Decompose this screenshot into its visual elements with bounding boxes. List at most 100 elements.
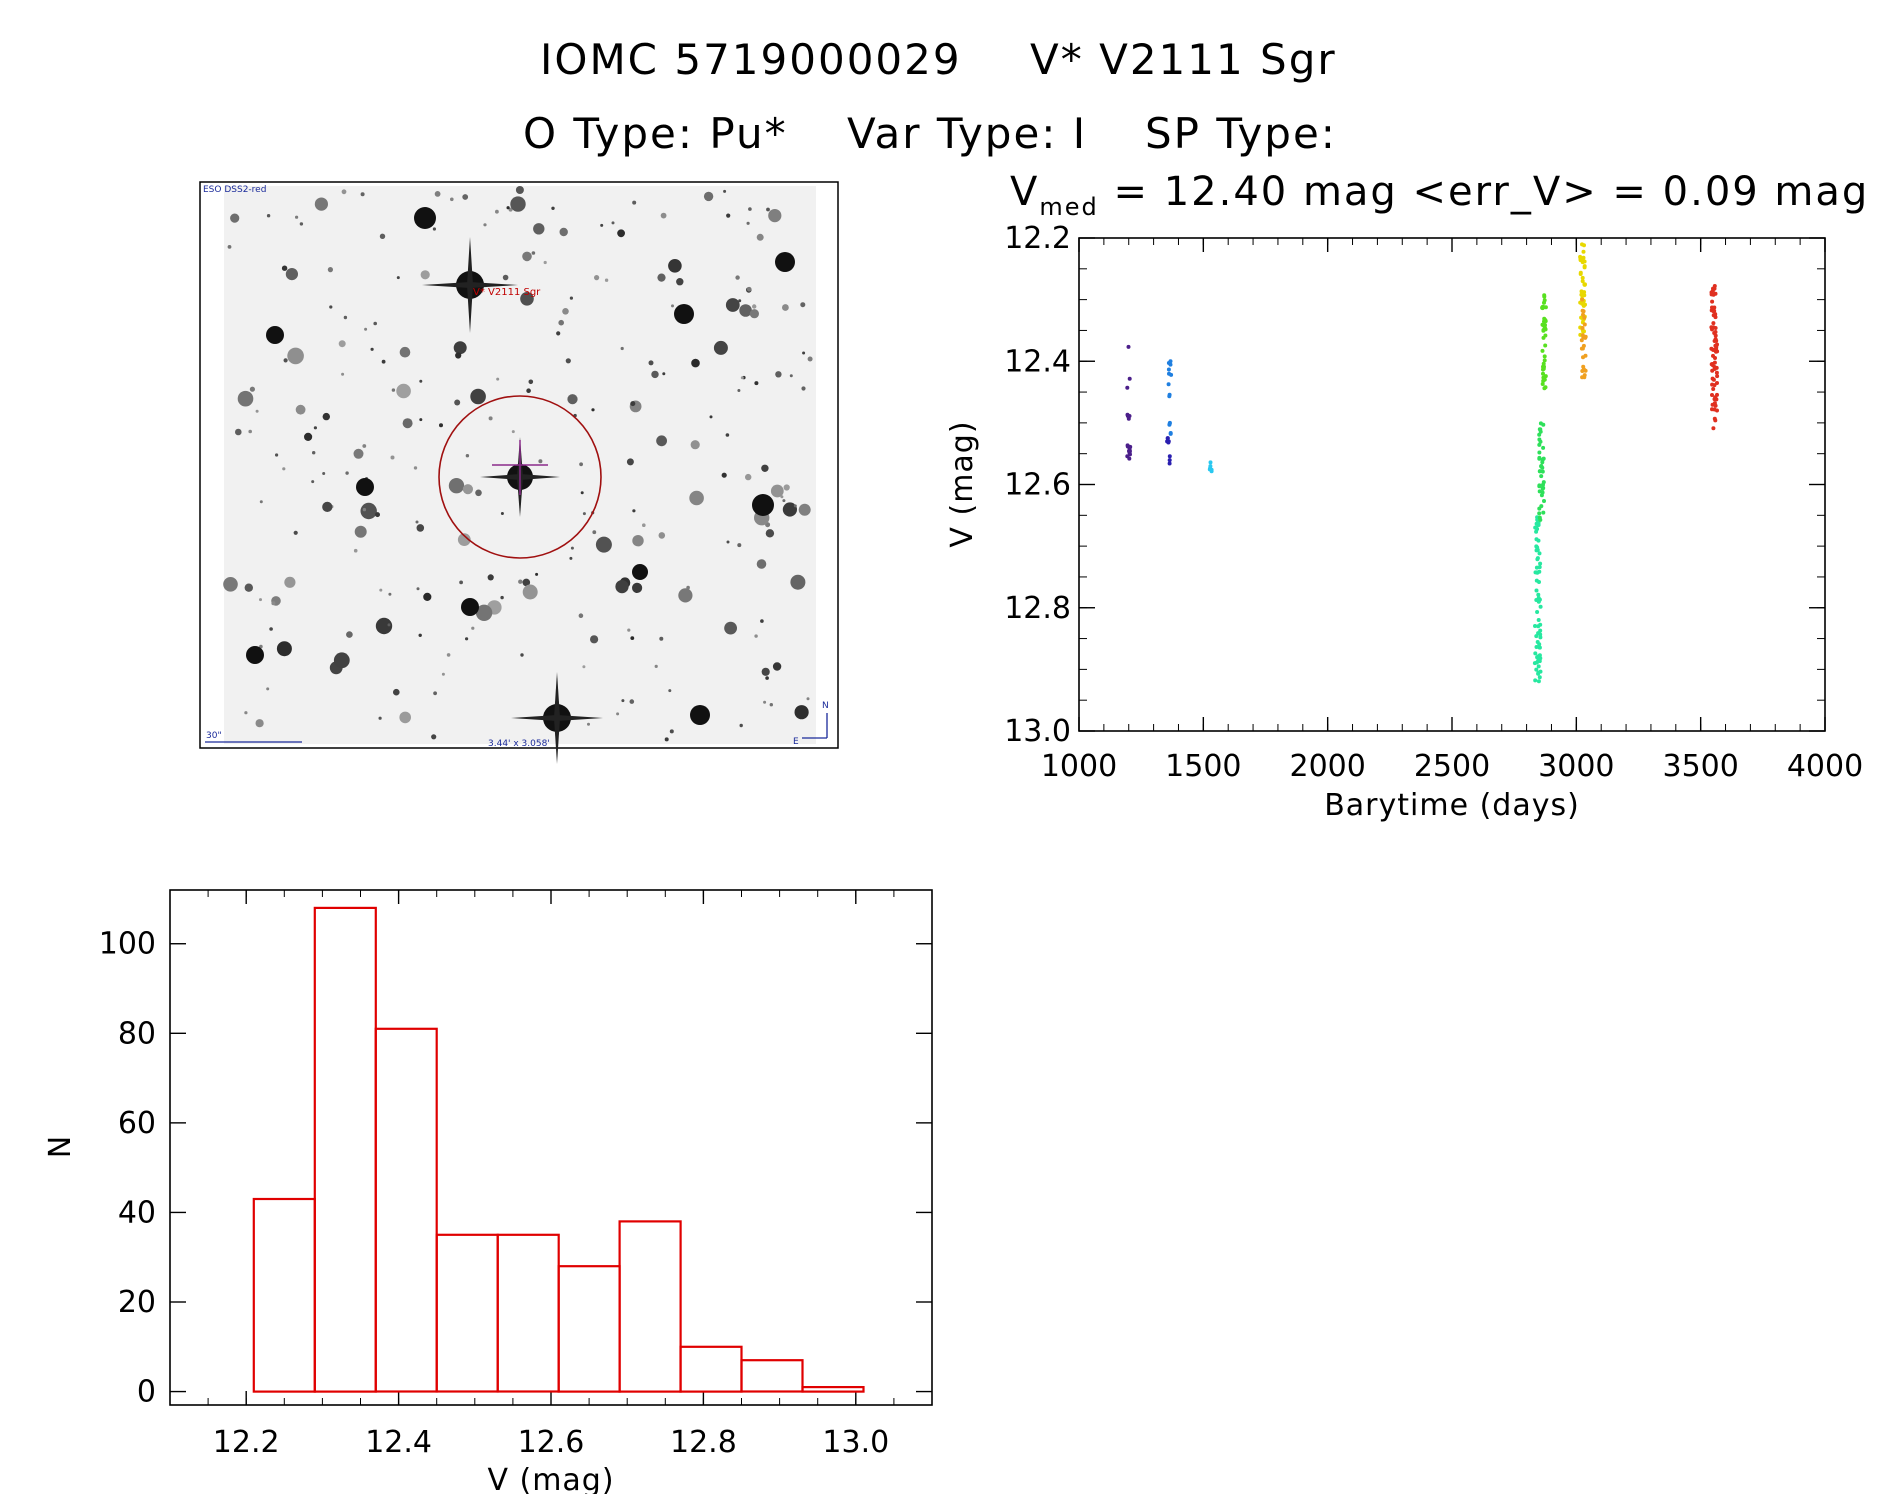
finder-star (475, 604, 493, 621)
finder-star (789, 374, 793, 378)
lightcurve-ylabel: V (mag) (945, 420, 980, 547)
finder-star (642, 523, 646, 527)
lightcurve-point-epoch7 (1542, 358, 1547, 363)
finder-star (567, 394, 578, 405)
finder-star (259, 644, 263, 649)
finder-star (433, 691, 437, 696)
lightcurve-title-prefix: V (1010, 169, 1039, 215)
lightcurve-point-epoch8 (1580, 275, 1585, 280)
lightcurve-point-epoch6 (1537, 456, 1542, 461)
finder-star (284, 576, 296, 588)
lightcurve-point-epoch10 (1709, 292, 1714, 297)
finder-star (375, 512, 380, 518)
lightcurve-ytick-label: 12.2 (1004, 221, 1071, 256)
lightcurve-point-epoch9 (1580, 326, 1585, 330)
lightcurve-point-epoch7 (1542, 293, 1547, 298)
finder-star (506, 206, 510, 210)
finder-star (244, 711, 248, 715)
lightcurve-point-epoch5 (1533, 624, 1537, 628)
lightcurve-point-epoch5 (1537, 675, 1542, 680)
lightcurve-xtick-label: 1000 (1041, 749, 1117, 784)
finder-star (459, 580, 463, 585)
finder-star (668, 689, 672, 693)
lightcurve-point-epoch10 (1712, 331, 1717, 335)
lightcurve-point-epoch5 (1533, 570, 1538, 575)
lightcurve-ticks: 1000 1500 2000 2500 3000 3500 4000 12.2 12.4 12.6… (1004, 221, 1863, 784)
histogram-bar (252, 1197, 316, 1393)
histogram-ylabel: N (43, 1136, 78, 1158)
lightcurve-point-epoch2 (1167, 461, 1172, 466)
finder-star (471, 626, 475, 630)
finder-star (255, 409, 259, 413)
finder-star (313, 426, 317, 430)
lightcurve-point-epoch8 (1580, 242, 1584, 247)
lightcurve-xtick-label: 2500 (1414, 749, 1490, 784)
lightcurve-point-epoch9 (1582, 368, 1587, 373)
finder-star (658, 532, 666, 539)
finder-star (522, 578, 531, 587)
finder-star (271, 601, 276, 606)
lightcurve-point-epoch10 (1715, 349, 1720, 354)
finder-diffraction-spike (467, 237, 473, 333)
finder-star (629, 699, 635, 704)
finder-star (295, 215, 299, 219)
lightcurve-point-epoch6 (1539, 493, 1544, 498)
finder-star (794, 705, 809, 720)
finder-star (327, 267, 333, 273)
lightcurve-xtick-label: 4000 (1787, 749, 1863, 784)
lightcurve-point-epoch7 (1540, 348, 1545, 353)
histogram-bar (557, 1265, 621, 1393)
finder-star (314, 197, 328, 211)
lightcurve-point-epoch8 (1579, 292, 1584, 297)
finder-star (511, 430, 515, 434)
finder-star (587, 722, 590, 726)
lightcurve-point-epoch5 (1535, 610, 1540, 614)
finder-star (723, 189, 727, 193)
lightcurve-point-epoch9 (1582, 315, 1587, 320)
finder-star (500, 512, 504, 515)
histogram-xtick-label: 12.4 (365, 1425, 432, 1460)
lightcurve-point-epoch5 (1538, 622, 1543, 627)
histogram-bar (496, 1233, 560, 1393)
lightcurve-point-epoch10 (1712, 397, 1717, 402)
finder-star (793, 504, 797, 508)
finder-star (592, 530, 597, 535)
lightcurve-point-epoch7 (1543, 343, 1548, 348)
finder-star (660, 212, 667, 219)
finder-star (364, 327, 368, 331)
lightcurve-point-epoch6 (1540, 457, 1545, 462)
finder-star (569, 296, 574, 300)
finder-star (591, 408, 595, 412)
lightcurve-point-epoch9 (1580, 333, 1585, 338)
finder-star (299, 222, 304, 226)
finder-star-field (223, 186, 813, 742)
lightcurve-point-epoch9 (1582, 375, 1587, 380)
lightcurve-point-epoch5 (1536, 679, 1541, 684)
lightcurve-point-epoch7 (1541, 364, 1545, 369)
lightcurve-point-epoch6 (1541, 422, 1546, 427)
lightcurve-point-epoch5 (1536, 592, 1541, 597)
finder-star (632, 582, 643, 594)
lightcurve-point-epoch3 (1168, 431, 1173, 436)
lightcurve-point-epoch5 (1533, 525, 1538, 530)
lightcurve-point-epoch10 (1714, 370, 1719, 375)
lightcurve-point-epoch8 (1582, 282, 1587, 287)
lightcurve-point-epoch8 (1582, 290, 1587, 295)
lightcurve-point-epoch1 (1128, 452, 1132, 457)
lightcurve-point-epoch5 (1536, 520, 1541, 525)
finder-star (230, 213, 240, 223)
finder-star (495, 209, 499, 214)
finder-star (227, 245, 232, 249)
finder-star (578, 613, 584, 618)
finder-star (431, 734, 437, 740)
finder-star (378, 716, 382, 720)
finder-star (266, 687, 270, 691)
lightcurve-point-epoch8 (1578, 272, 1583, 276)
finder-star (255, 719, 264, 728)
finder-star (651, 370, 659, 379)
finder-star (754, 381, 759, 386)
finder-star (488, 416, 493, 421)
histogram-xtick-label: 12.2 (213, 1425, 280, 1460)
lightcurve-point-epoch9 (1579, 338, 1584, 343)
lightcurve-point-epoch10 (1711, 377, 1716, 382)
